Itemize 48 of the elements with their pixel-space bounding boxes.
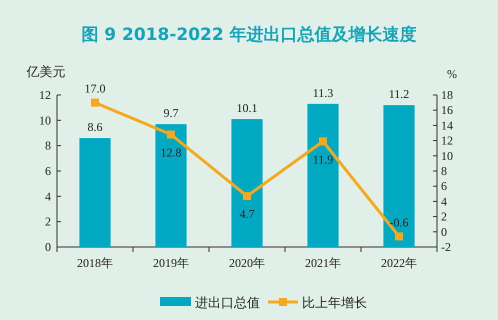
data-label: 9.7 bbox=[164, 106, 178, 120]
y-tick-label: 2 bbox=[45, 214, 51, 229]
data-label: 4.7 bbox=[240, 207, 254, 222]
y2-tick-label: 4 bbox=[441, 194, 447, 208]
point bbox=[167, 130, 175, 139]
y2-axis-title: % bbox=[447, 67, 457, 81]
data-label: 11.3 bbox=[312, 86, 334, 100]
y-tick-label: 12 bbox=[39, 88, 51, 102]
y2-tick-label: 16 bbox=[441, 103, 453, 118]
bar bbox=[79, 138, 111, 247]
legend-label: 比上年增长 bbox=[302, 295, 367, 310]
bar bbox=[155, 124, 187, 247]
legend-label: 进出口总值 bbox=[195, 295, 260, 310]
y2-tick-label: 2 bbox=[441, 210, 447, 224]
y2-tick-label: 14 bbox=[441, 118, 453, 132]
y2-tick-label: 8 bbox=[441, 164, 447, 178]
x-tick-label: 2019年 bbox=[153, 256, 189, 270]
y2-tick-label: -2 bbox=[441, 240, 451, 254]
y2-tick-label: 0 bbox=[441, 224, 447, 239]
bar bbox=[383, 105, 415, 247]
bar bbox=[231, 119, 263, 247]
x-tick-label: 2018年 bbox=[77, 256, 113, 270]
data-label: 11.9 bbox=[312, 152, 334, 166]
point bbox=[91, 98, 99, 107]
y-axis-title: 亿美元 bbox=[26, 64, 66, 79]
data-label: 10.1 bbox=[236, 101, 258, 116]
data-label: 12.8 bbox=[160, 146, 182, 160]
data-label: 17.0 bbox=[84, 82, 106, 96]
y-tick-label: 8 bbox=[45, 138, 51, 153]
y2-tick-label: 6 bbox=[441, 179, 447, 194]
y2-tick-label: 10 bbox=[441, 148, 453, 163]
data-label: 8.6 bbox=[88, 120, 102, 134]
y-tick-label: 6 bbox=[45, 164, 51, 178]
y2-tick-label: 12 bbox=[441, 134, 453, 148]
y-tick-label: 10 bbox=[39, 113, 51, 128]
data-label: 11.2 bbox=[388, 87, 410, 102]
x-tick-label: 2021年 bbox=[305, 256, 341, 270]
point bbox=[243, 192, 251, 200]
data-label: -0.6 bbox=[390, 215, 408, 230]
y-tick-label: 0 bbox=[45, 240, 51, 254]
x-tick-label: 2020年 bbox=[229, 256, 265, 270]
bar bbox=[307, 104, 339, 247]
x-tick-label: 2022年 bbox=[381, 256, 417, 270]
y-tick-label: 4 bbox=[45, 189, 51, 204]
point bbox=[319, 137, 327, 146]
point bbox=[395, 232, 403, 240]
y2-tick-label: 18 bbox=[441, 88, 453, 102]
chart-title: 图 9 2018-2022 年进出口总值及增长速度 bbox=[81, 25, 417, 45]
